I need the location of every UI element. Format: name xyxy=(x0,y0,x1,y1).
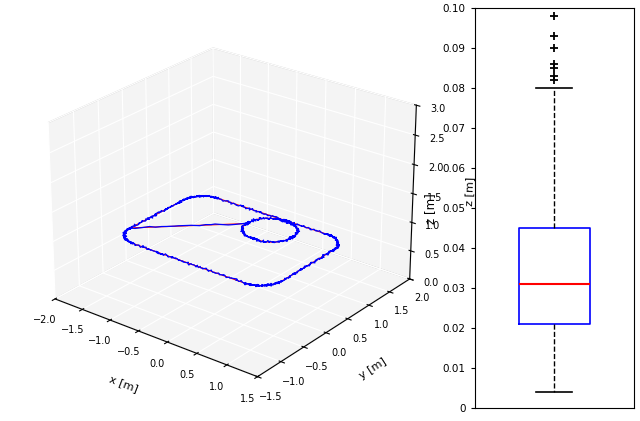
Y-axis label: z [m]: z [m] xyxy=(424,193,437,224)
Y-axis label: y [m]: y [m] xyxy=(358,357,388,381)
X-axis label: x [m]: x [m] xyxy=(108,374,140,394)
